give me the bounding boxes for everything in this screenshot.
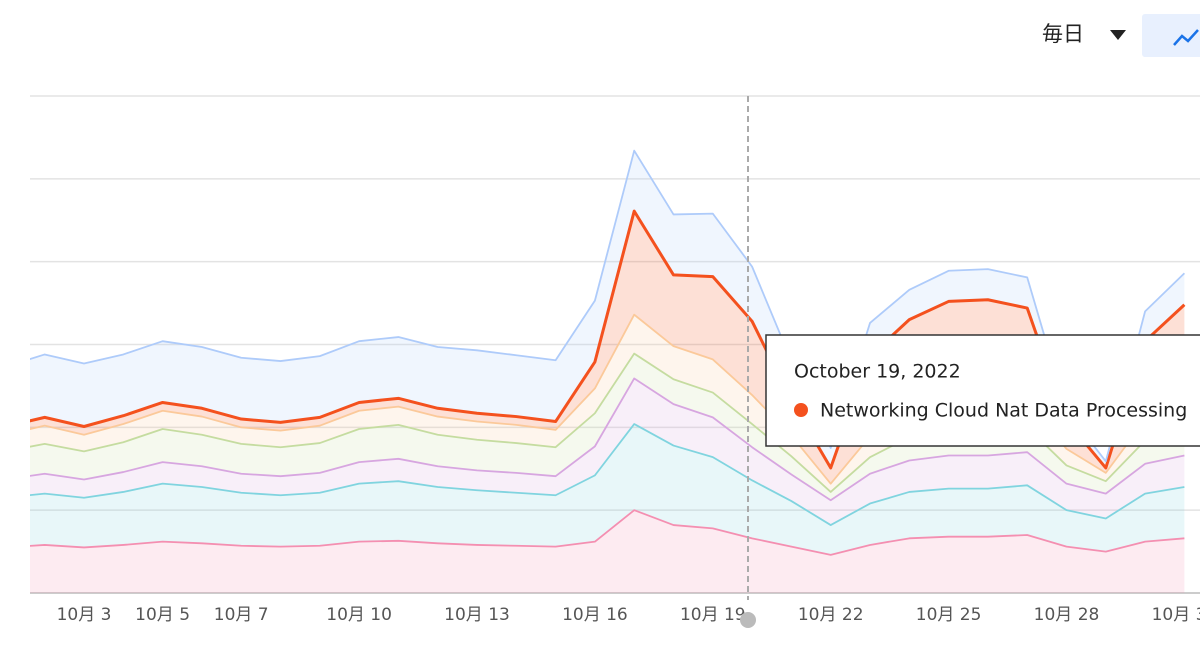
x-tick-label: 10月 5 bbox=[135, 605, 190, 625]
x-tick-label: 10月 31 bbox=[1152, 605, 1200, 625]
x-tick-label: 10月 3 bbox=[57, 605, 112, 625]
area-fill bbox=[30, 424, 1185, 555]
tooltip-box bbox=[765, 334, 1200, 447]
area-fill bbox=[30, 353, 1185, 501]
series-line bbox=[30, 509, 1185, 556]
tooltip: October 19, 2022 Networking Cloud Nat Da… bbox=[765, 334, 1200, 447]
line-chart-icon bbox=[1173, 29, 1199, 46]
x-tick-label: 10月 28 bbox=[1034, 605, 1100, 625]
x-tick-label: 10月 10 bbox=[326, 605, 392, 625]
tooltip-series-name: Networking Cloud Nat Data Processing bbox=[820, 400, 1187, 422]
x-tick-label: 10月 16 bbox=[562, 605, 628, 625]
dropdown-arrow[interactable] bbox=[1110, 30, 1126, 40]
area-fill bbox=[30, 510, 1185, 593]
series-line bbox=[30, 209, 1186, 470]
x-tick-label: 10月 22 bbox=[798, 605, 864, 625]
hover-handle[interactable] bbox=[740, 612, 756, 628]
x-tick-label: 10月 25 bbox=[916, 605, 982, 625]
x-tick-label: 10月 7 bbox=[214, 605, 269, 625]
x-tick-label: 10月 19 bbox=[680, 605, 746, 625]
x-axis: 10月 3 10月 5 10月 7 10月 10 10月 13 10月 16 10月 19 1… bbox=[57, 605, 1200, 625]
series-line bbox=[30, 377, 1185, 502]
x-tick-label: 10月 13 bbox=[444, 605, 510, 625]
grid bbox=[30, 95, 1200, 594]
tooltip-date: October 19, 2022 bbox=[794, 361, 961, 383]
tooltip-series-dot bbox=[794, 403, 808, 417]
series-line bbox=[30, 423, 1185, 526]
series-line bbox=[30, 149, 1186, 463]
period-select[interactable]: 毎日 bbox=[1042, 22, 1084, 46]
chart-type-button[interactable] bbox=[1142, 14, 1200, 57]
area-fill bbox=[30, 378, 1185, 526]
